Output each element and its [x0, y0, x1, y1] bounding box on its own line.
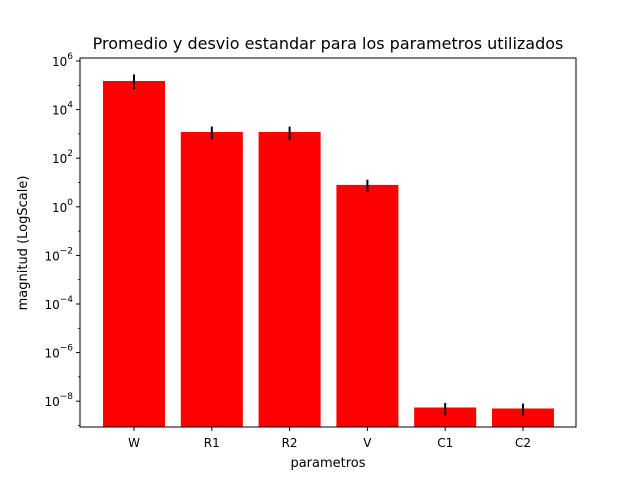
y-tick-label: 104 [52, 101, 73, 118]
x-tick-label: R2 [282, 436, 298, 450]
y-tick-label: 10−6 [44, 344, 73, 361]
bar-r1 [180, 132, 243, 427]
x-tick-label: C1 [437, 436, 453, 450]
bar-w [103, 81, 165, 427]
x-axis-label: parametros [290, 456, 365, 471]
bar-c2 [492, 408, 554, 427]
y-tick-label: 102 [52, 149, 73, 166]
x-tick-label: C2 [515, 436, 531, 450]
bars-layer [103, 81, 554, 427]
x-tick-label: R1 [204, 436, 220, 450]
x-axis-ticks: W R1 R2 V C1 C2 [128, 427, 531, 450]
bar-v [336, 184, 399, 427]
plot-frame [79, 57, 577, 428]
y-tick-label: 100 [52, 198, 73, 215]
y-tick-label: 10−2 [44, 246, 73, 263]
errorbars-layer [133, 74, 524, 416]
x-tick-label: V [363, 436, 372, 450]
bar-r2 [258, 132, 321, 427]
bar-c1 [414, 407, 477, 427]
y-tick-label: 106 [52, 52, 73, 69]
y-tick-label: 10−4 [44, 295, 73, 312]
chart-title: Promedio y desvio estandar para los para… [93, 34, 564, 53]
y-axis-ticks: 106 104 102 100 10−2 10−4 10−6 10−8 [44, 52, 80, 426]
y-tick-label: 10−8 [44, 392, 73, 409]
y-axis-label: magnitud (LogScale) [16, 176, 31, 311]
x-tick-label: W [128, 436, 140, 450]
